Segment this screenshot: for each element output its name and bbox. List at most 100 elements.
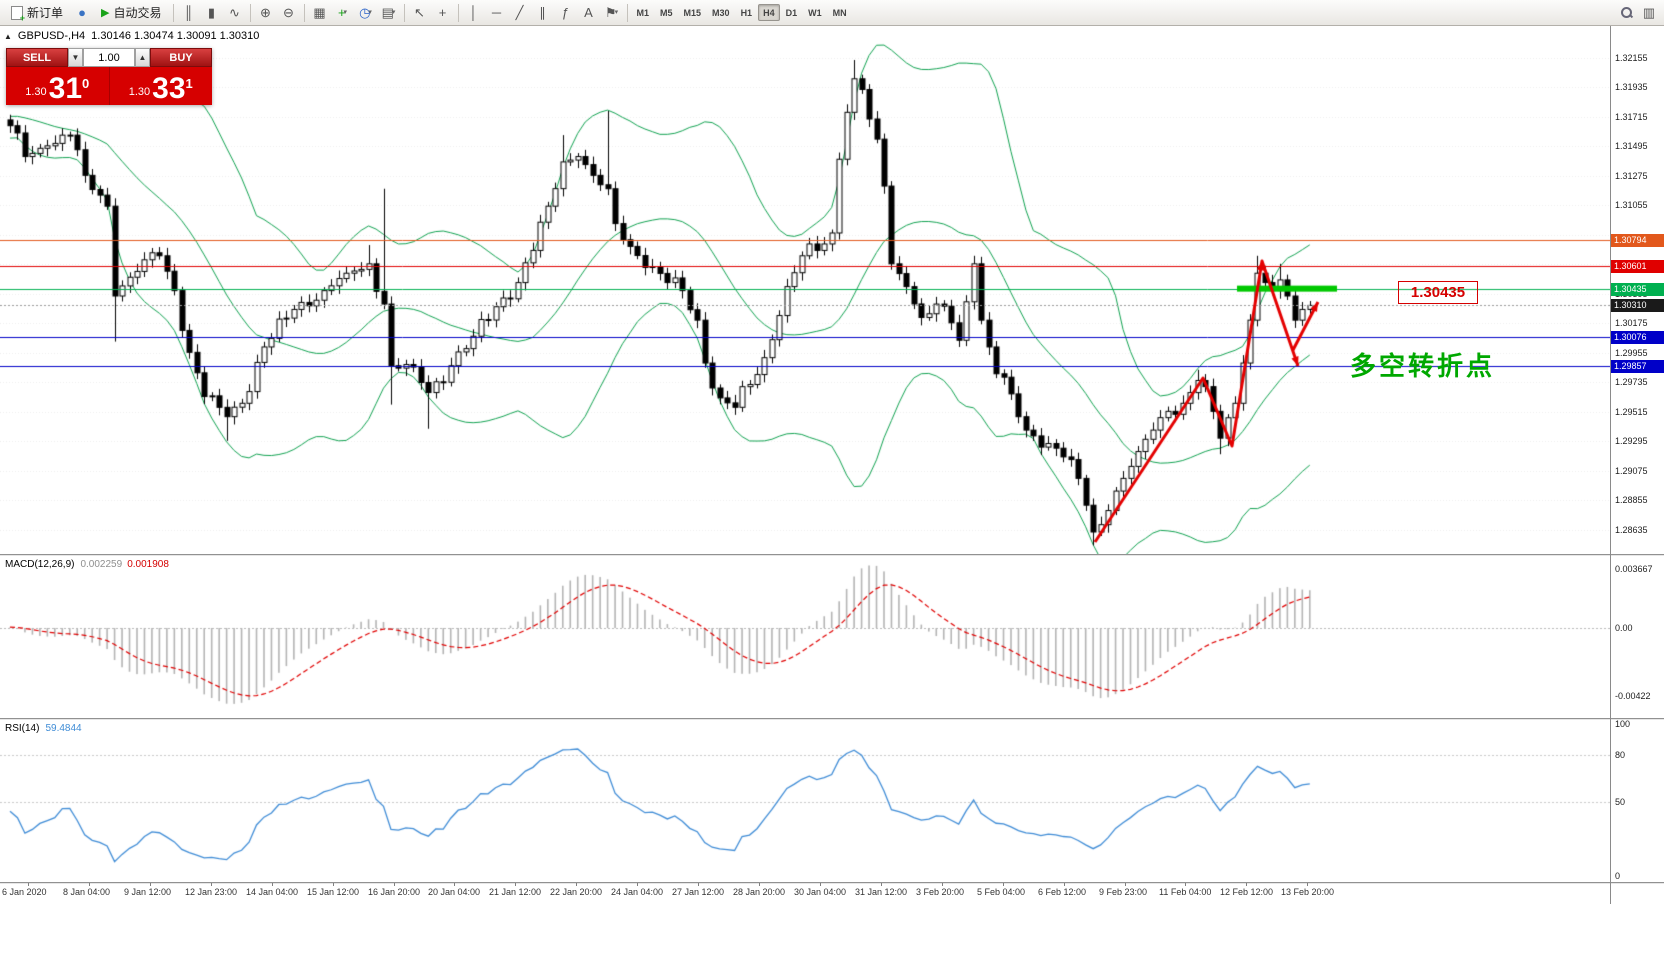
timeframe-w1[interactable]: W1	[808, 8, 822, 18]
timeframe-mn[interactable]: MN	[832, 8, 847, 18]
collapse-panel-icon[interactable]: ▲	[4, 31, 12, 41]
turning-point-text: 多空转折点	[1350, 351, 1496, 381]
price-scale-border	[1610, 26, 1611, 904]
timeframe-m5[interactable]: M5	[660, 8, 673, 18]
timeframe-d1[interactable]: D1	[785, 8, 798, 18]
candlestick-chart-icon[interactable]: ▮	[207, 4, 216, 20]
toolbar-separator	[303, 3, 305, 22]
time-tick	[942, 883, 943, 886]
time-tick	[637, 883, 638, 886]
date-label: 21 Jan 12:00	[489, 887, 542, 897]
bar-chart-icon[interactable]: ║	[183, 4, 194, 20]
date-label: 27 Jan 12:00	[672, 887, 725, 897]
rsi-separator[interactable]	[0, 718, 1664, 720]
play-icon: ▶	[101, 7, 110, 19]
price-tag-1.30601: 1.30601	[1611, 260, 1664, 273]
price-annotation-box[interactable]: 1.30435	[1398, 281, 1478, 304]
date-label: 6 Feb 12:00	[1038, 887, 1087, 897]
date-label: 15 Jan 12:00	[307, 887, 360, 897]
date-label: 20 Jan 04:00	[428, 887, 481, 897]
macd-separator[interactable]	[0, 554, 1664, 556]
line-chart-icon[interactable]: ∿	[229, 4, 240, 20]
time-tick	[211, 883, 212, 886]
arrows-icon[interactable]: ⚑ ▾	[601, 2, 623, 24]
time-tick	[272, 883, 273, 886]
time-axis[interactable]: 6 Jan 2020 8 Jan 04:00 9 Jan 12:00 12 Jan 2…	[0, 883, 1610, 904]
new-order-label: 新订单	[27, 6, 64, 20]
timeframe-h4[interactable]: H4	[758, 4, 780, 21]
date-label: 22 Jan 20:00	[550, 887, 603, 897]
price-chart-canvas[interactable]	[0, 26, 1610, 554]
time-tick	[1246, 883, 1247, 886]
toolbar-separator	[172, 3, 174, 22]
timeframe-m1[interactable]: M1	[636, 8, 650, 18]
tile-windows-icon[interactable]: ▦	[313, 4, 326, 20]
search-icon[interactable]	[1616, 2, 1638, 24]
date-label: 8 Jan 04:00	[63, 887, 111, 897]
rsi-scale-label: 100	[1615, 719, 1631, 729]
channel-icon[interactable]: ∥	[539, 4, 546, 20]
time-tick	[454, 883, 455, 886]
date-label: 11 Feb 04:00	[1159, 887, 1212, 897]
price-tick-label: 1.31935	[1615, 82, 1648, 92]
chart-area: ▲ GBPUSD-,H4 1.30146 1.30474 1.30091 1.3…	[0, 26, 1664, 955]
time-tick	[820, 883, 821, 886]
price-tick-label: 1.28635	[1615, 525, 1648, 535]
new-order-button[interactable]: 新订单	[4, 3, 70, 23]
date-label: 30 Jan 04:00	[794, 887, 847, 897]
price-tag-1.29857: 1.29857	[1611, 360, 1664, 373]
zoom-out-icon[interactable]: ⊖	[283, 4, 294, 20]
fibonacci-icon[interactable]: ƒ	[561, 4, 570, 20]
period-clock-icon[interactable]: ◷ ▾	[355, 2, 377, 24]
toolbar-separator	[249, 3, 251, 22]
rsi-scale-label: 0	[1615, 871, 1621, 881]
timeframe-m15[interactable]: M15	[683, 8, 702, 18]
cursor-icon[interactable]: ↖	[414, 4, 425, 20]
date-label: 24 Jan 04:00	[611, 887, 664, 897]
date-label: 6 Jan 2020	[2, 887, 47, 897]
date-label: 16 Jan 20:00	[368, 887, 421, 897]
profiles-icon[interactable]: ●	[78, 4, 86, 20]
date-label: 14 Jan 04:00	[246, 887, 299, 897]
time-tick	[28, 883, 29, 886]
sell-button[interactable]: SELL	[6, 48, 68, 67]
time-tick	[1125, 883, 1126, 886]
add-indicator-icon[interactable]: + ▾	[332, 2, 354, 24]
horizontal-line-icon[interactable]: ─	[491, 4, 502, 20]
price-tick-label: 1.28855	[1615, 495, 1648, 505]
sell-price[interactable]: 1.30 31 0	[6, 67, 110, 105]
date-label: 12 Feb 12:00	[1220, 887, 1274, 897]
auto-trade-button[interactable]: ▶ 自动交易	[94, 3, 168, 23]
price-tick-label: 1.31055	[1615, 200, 1648, 210]
date-label: 12 Jan 23:00	[185, 887, 238, 897]
macd-signal-value: 0.001908	[127, 559, 169, 570]
volume-increase-button[interactable]: ▲	[135, 48, 150, 67]
buy-button[interactable]: BUY	[150, 48, 212, 67]
buy-price[interactable]: 1.30 33 1	[109, 67, 212, 105]
price-tick-label: 1.29515	[1615, 407, 1648, 417]
price-tick-label: 1.29955	[1615, 348, 1648, 358]
toolbar-separator	[626, 3, 628, 22]
timeframe-m30[interactable]: M30	[712, 8, 730, 18]
chart-title: ▲ GBPUSD-,H4 1.30146 1.30474 1.30091 1.3…	[4, 30, 259, 42]
text-icon[interactable]: A	[584, 4, 593, 20]
macd-scale-label: -0.00422	[1615, 691, 1651, 701]
timeframe-h1[interactable]: H1	[740, 8, 753, 18]
price-tag-1.30794: 1.30794	[1611, 234, 1664, 247]
trendline-icon[interactable]: ╱	[515, 4, 524, 20]
volume-input[interactable]	[83, 48, 135, 67]
time-tick	[515, 883, 516, 886]
ohlc-values: 1.30146 1.30474 1.30091 1.30310	[91, 30, 260, 42]
template-icon[interactable]: ▤ ▾	[378, 2, 400, 24]
rsi-scale-label: 50	[1615, 797, 1626, 807]
vertical-line-icon[interactable]: │	[469, 4, 478, 20]
macd-panel-canvas[interactable]	[0, 556, 1610, 718]
rsi-panel-canvas[interactable]	[0, 720, 1610, 882]
window-layout-icon[interactable]: ▥	[1642, 4, 1656, 20]
time-tick	[89, 883, 90, 886]
macd-scale-label: 0.003667	[1615, 564, 1653, 574]
zoom-in-icon[interactable]: ⊕	[260, 4, 271, 20]
time-tick	[759, 883, 760, 886]
volume-decrease-button[interactable]: ▼	[68, 48, 83, 67]
crosshair-icon[interactable]: +	[438, 4, 447, 20]
